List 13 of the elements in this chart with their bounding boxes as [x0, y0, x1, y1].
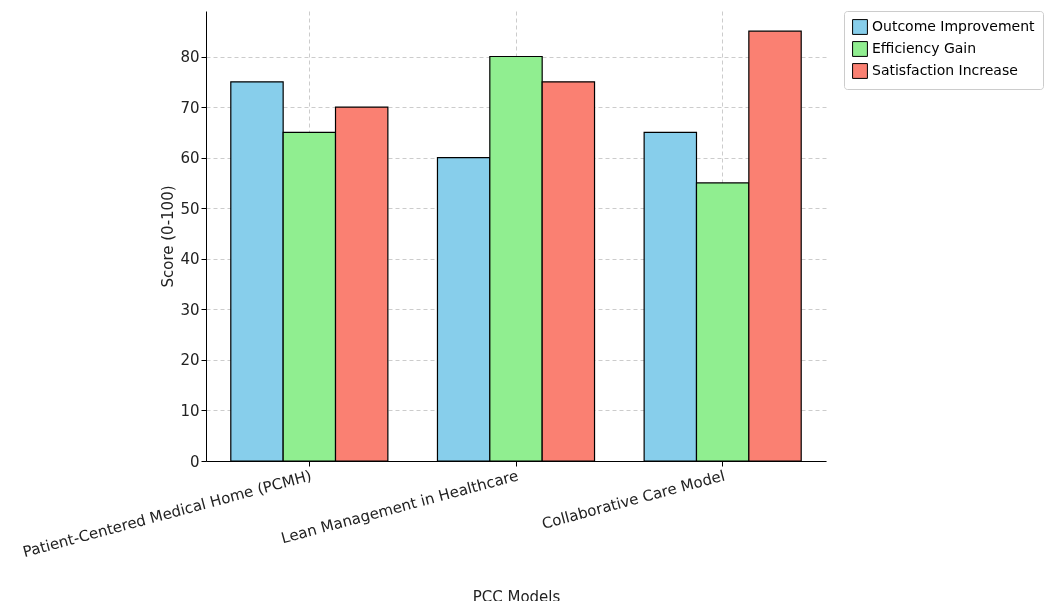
y-tick-label: 20 — [180, 351, 200, 370]
y-tick-label: 10 — [180, 401, 200, 420]
y-tick-label: 40 — [180, 250, 200, 269]
y-tick-label: 50 — [180, 199, 200, 218]
y-tick-label: 0 — [189, 452, 200, 471]
legend-label: Efficiency Gain — [872, 40, 977, 56]
y-axis-title: Score (0-100) — [159, 185, 178, 288]
legend-label: Outcome Improvement — [872, 18, 1036, 34]
legend-label: Satisfaction Increase — [872, 62, 1018, 78]
y-tick-label: 60 — [180, 149, 200, 168]
y-tick-label: 30 — [180, 300, 200, 319]
y-tick-label: 70 — [180, 98, 200, 117]
y-tick-label: 80 — [180, 48, 200, 67]
